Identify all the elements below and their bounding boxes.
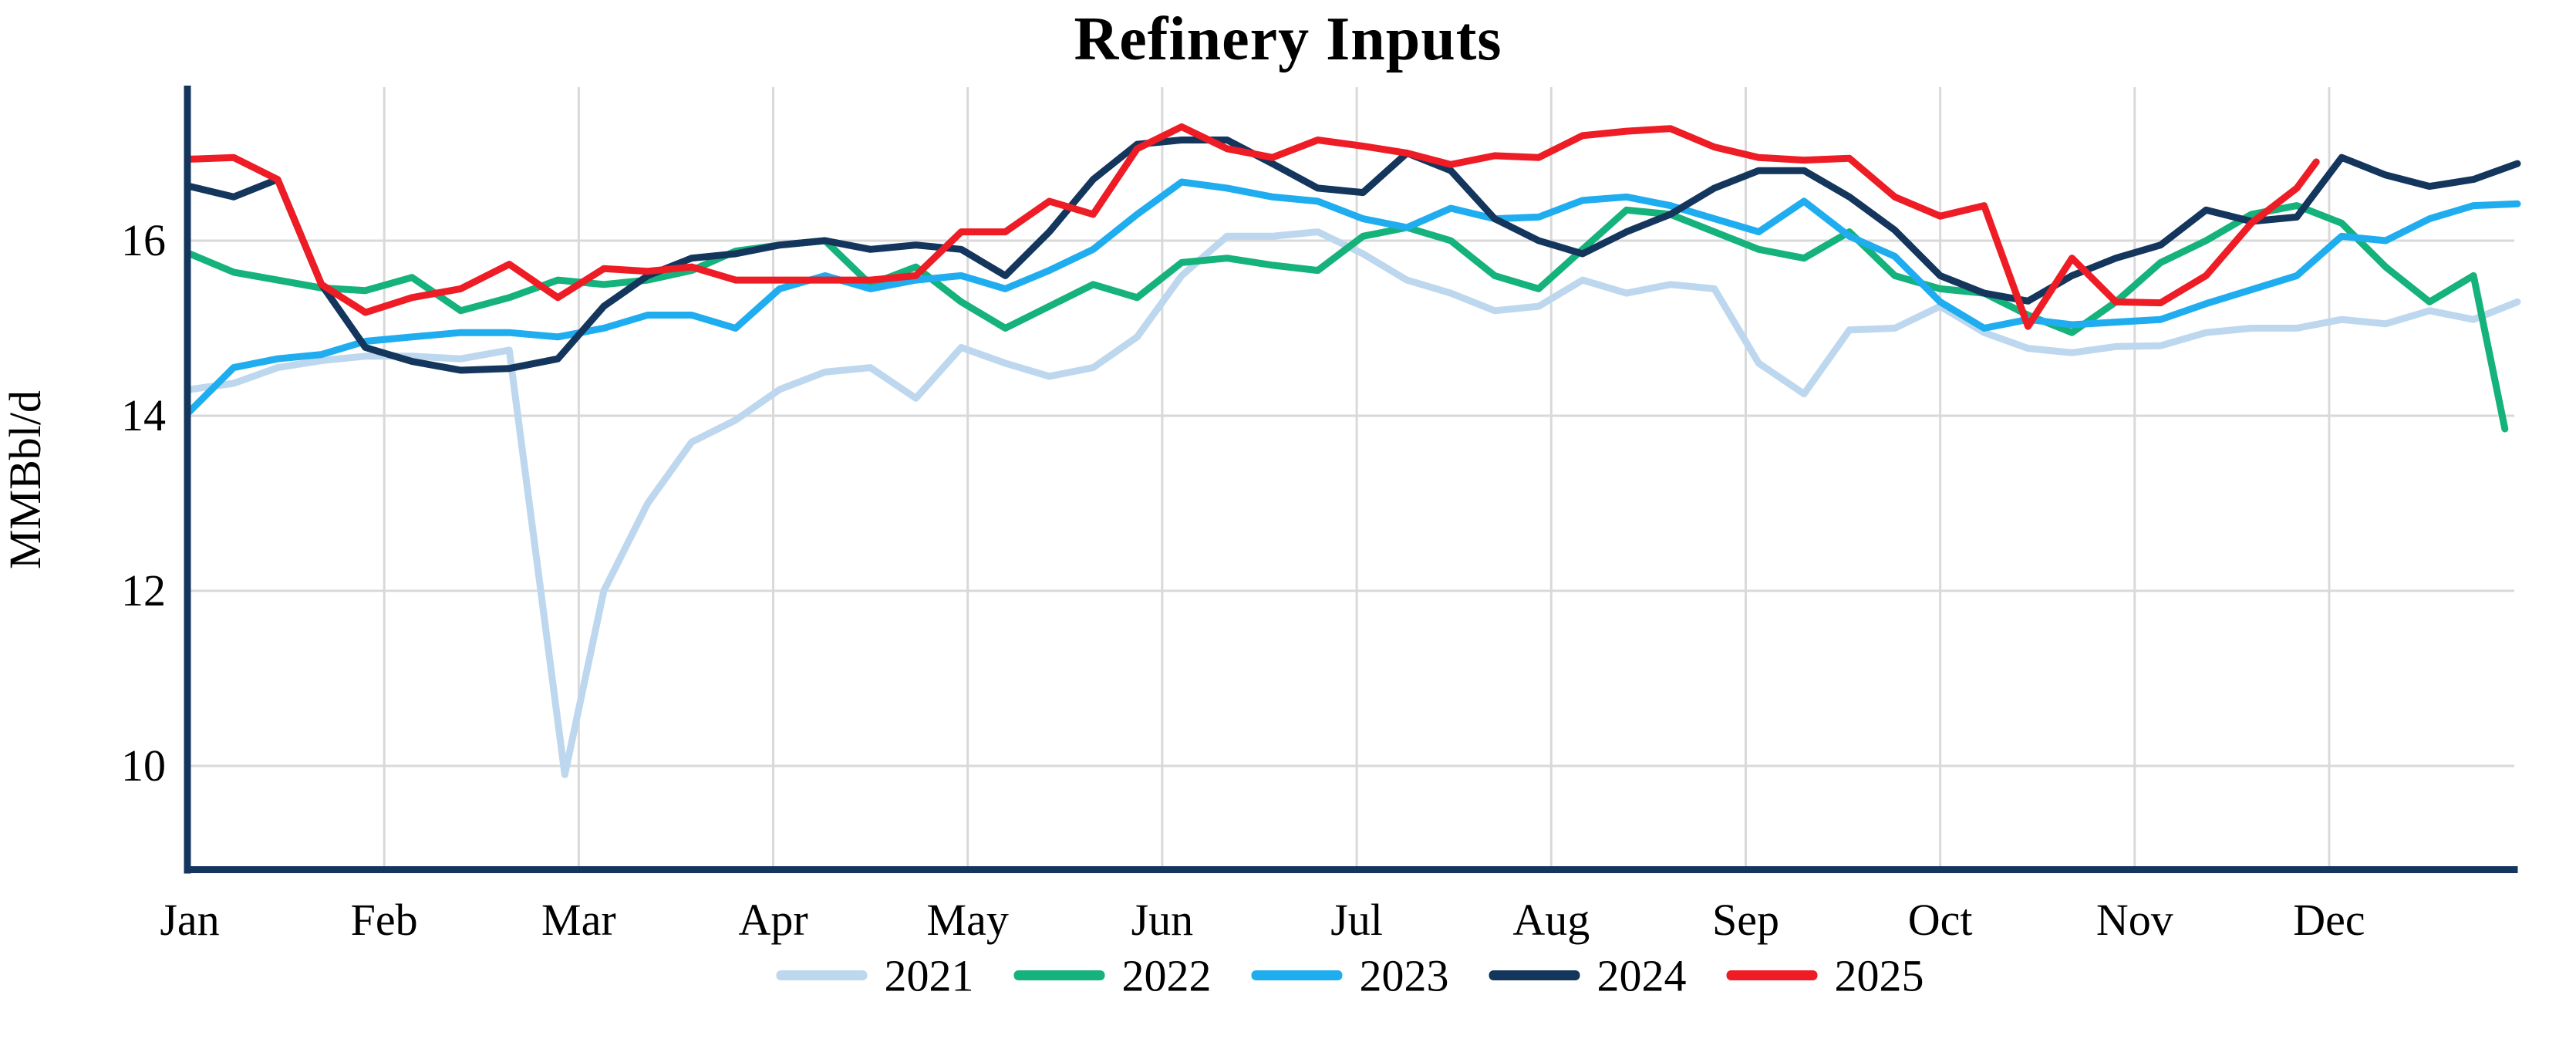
series-line-2023 xyxy=(186,178,2521,415)
x-tick-label-jan: Jan xyxy=(160,895,219,945)
legend-label-2023: 2023 xyxy=(1360,951,1449,1001)
series-line-2021 xyxy=(186,228,2521,778)
series-line-2024 xyxy=(186,137,2521,374)
legend: 2021 2022 2023 2024 2025 xyxy=(776,951,1924,1001)
x-tick-label-sep: Sep xyxy=(1712,895,1779,945)
legend-label-2025: 2025 xyxy=(1835,951,1924,1001)
legend-swatch-2024 xyxy=(1489,970,1580,980)
x-tick-label-oct: Oct xyxy=(1908,895,1973,945)
chart-title: Refinery Inputs xyxy=(1074,5,1502,73)
y-axis-title: MMBbl/d xyxy=(0,390,50,569)
x-tick-label-apr: Apr xyxy=(738,895,808,945)
x-axis-line xyxy=(184,866,2518,873)
x-tick-label-feb: Feb xyxy=(351,895,418,945)
y-tick-label-16: 16 xyxy=(121,215,166,265)
y-tick-label-14: 14 xyxy=(121,390,166,440)
y-tick-label-10: 10 xyxy=(121,740,166,791)
x-tick-label-jun: Jun xyxy=(1131,895,1194,945)
y-tick-label-12: 12 xyxy=(121,565,166,616)
y-axis-line xyxy=(184,86,191,874)
axes-layer xyxy=(184,86,2518,874)
x-tick-label-may: May xyxy=(927,895,1009,945)
x-tick-label-aug: Aug xyxy=(1512,895,1590,945)
gridlines-layer xyxy=(191,87,2514,866)
series-layer xyxy=(186,123,2521,778)
legend-label-2022: 2022 xyxy=(1122,951,1212,1001)
series-line-2025 xyxy=(186,123,2320,330)
legend-label-2021: 2021 xyxy=(885,951,974,1001)
legend-swatch-2025 xyxy=(1726,970,1818,980)
x-tick-label-dec: Dec xyxy=(2293,895,2365,945)
legend-swatch-2023 xyxy=(1251,970,1343,980)
legend-swatch-2022 xyxy=(1013,970,1105,980)
x-tick-label-mar: Mar xyxy=(541,895,616,945)
tick-labels-layer: 10 12 14 16 Jan Feb Mar Apr May Jun Jul Aug Sep Oct No… xyxy=(121,215,2365,945)
x-tick-label-jul: Jul xyxy=(1330,895,1383,945)
series-line-2022 xyxy=(186,202,2509,433)
legend-swatch-2021 xyxy=(776,970,868,980)
x-tick-label-nov: Nov xyxy=(2096,895,2173,945)
legend-label-2024: 2024 xyxy=(1597,951,1687,1001)
